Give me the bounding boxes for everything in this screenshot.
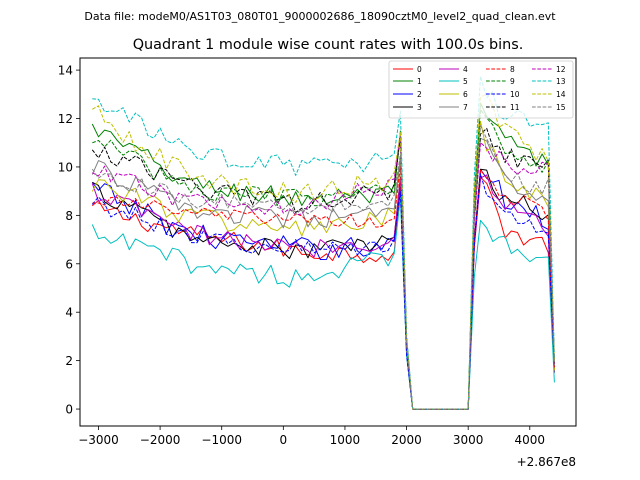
legend-label-8: 8 (510, 65, 515, 74)
x-axis: −3000 −2000 −1000 0 1000 2000 3000 4000 (78, 426, 545, 447)
legend-label-3: 3 (417, 103, 422, 112)
series-line-6 (91, 120, 555, 410)
legend-label-9: 9 (510, 77, 515, 86)
chart-title: Quadrant 1 module wise count rates with … (133, 37, 524, 53)
series-line-9 (92, 109, 555, 410)
x-tick-label: 1000 (330, 433, 361, 447)
series-line-15 (91, 125, 555, 410)
series-line-7 (91, 137, 555, 410)
x-tick-label: 2000 (391, 433, 422, 447)
series-line-14 (92, 93, 555, 410)
legend-label-2: 2 (417, 90, 422, 99)
series-line-13 (92, 75, 555, 410)
legend-label-6: 6 (463, 90, 468, 99)
x-tick-label: −3000 (78, 433, 119, 447)
y-tick-label: 12 (58, 112, 73, 126)
x-offset-label: +2.867e8 (517, 455, 576, 469)
y-axis: 0 2 4 6 8 10 12 14 (58, 64, 80, 417)
y-tick-label: 0 (65, 403, 73, 417)
figure-suptitle: Data file: modeM0/AS1T03_080T01_90000026… (84, 10, 556, 23)
series-line-10 (91, 173, 555, 410)
legend-label-12: 12 (556, 65, 566, 74)
series-line-12 (92, 133, 555, 410)
series-line-8 (92, 165, 555, 410)
plot-frame (79, 57, 577, 427)
y-tick-label: 8 (65, 209, 73, 223)
legend-label-0: 0 (417, 65, 422, 74)
legend-label-5: 5 (463, 77, 468, 86)
y-tick-label: 6 (65, 257, 73, 271)
legend-label-11: 11 (510, 103, 520, 112)
legend-label-1: 1 (417, 77, 422, 86)
y-tick-label: 14 (58, 64, 73, 78)
legend-frame (388, 60, 574, 119)
y-tick-label: 4 (65, 306, 73, 320)
series-line-5 (91, 196, 555, 410)
legend-label-7: 7 (463, 103, 468, 112)
legend-label-10: 10 (510, 90, 520, 99)
series-layer (91, 75, 555, 410)
x-tick-label: 3000 (453, 433, 484, 447)
y-tick-label: 10 (58, 160, 73, 174)
legend-label-4: 4 (463, 65, 468, 74)
legend-label-15: 15 (556, 103, 566, 112)
series-line-11 (91, 127, 555, 410)
x-tick-label: 0 (280, 433, 288, 447)
y-tick-label: 2 (65, 354, 73, 368)
series-line-3 (92, 168, 555, 410)
x-tick-label: −2000 (140, 433, 181, 447)
x-tick-label: −1000 (201, 433, 242, 447)
legend-label-14: 14 (556, 90, 566, 99)
legend-label-13: 13 (556, 77, 566, 86)
x-tick-label: 4000 (515, 433, 546, 447)
